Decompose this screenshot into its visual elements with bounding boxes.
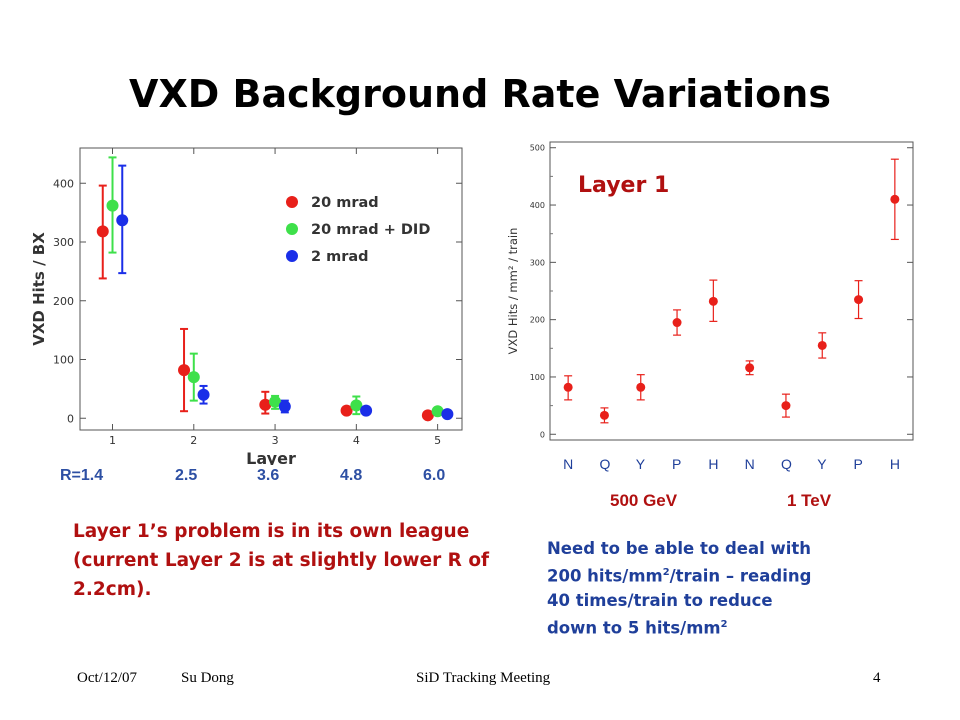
y-tick-label: 0 — [540, 430, 545, 439]
layer1-hits-chart: 0 100 200 300 400 500 VXD Hits / mm² / train La… — [506, 141, 914, 441]
x-tick-label: 1 — [109, 434, 116, 447]
x-tick-label: 4 — [353, 434, 360, 447]
data-point — [890, 194, 900, 204]
category-label: P — [672, 456, 682, 472]
y-axis-label: VXD Hits / BX — [30, 232, 48, 346]
legend-marker — [286, 196, 298, 208]
y-tick-label: 0 — [67, 412, 74, 425]
r-label: 2.5 — [175, 467, 198, 484]
data-point — [817, 340, 827, 350]
x-tick-label: 5 — [434, 434, 441, 447]
footer-date: Oct/12/07 — [77, 670, 137, 686]
y-tick-label: 200 — [530, 316, 545, 325]
data-point — [781, 401, 791, 411]
data-point — [340, 404, 353, 417]
footer-author: Su Dong — [181, 670, 234, 686]
category-label: Y — [817, 456, 827, 472]
plot-frame — [79, 147, 463, 431]
y-tick-label: 300 — [530, 258, 545, 267]
x-tick-label: 2 — [190, 434, 197, 447]
footer-meeting: SiD Tracking Meeting — [416, 670, 551, 686]
r-label: 6.0 — [423, 467, 446, 484]
x-tick-label: 3 — [272, 434, 279, 447]
data-point — [672, 318, 682, 328]
data-point — [599, 410, 609, 420]
y-axis-label: VXD Hits / mm² / train — [506, 228, 520, 355]
data-point — [187, 371, 200, 384]
x-axis-label: Layer — [246, 449, 296, 465]
layer-hits-chart: 0 100 200 300 400 1 2 3 4 5 Layer VXD Hits / BX 20 m… — [30, 147, 463, 465]
legend-label: 20 mrad — [311, 195, 379, 211]
y-tick-label: 100 — [530, 373, 545, 382]
data-point — [106, 199, 119, 212]
y-tick-label: 100 — [53, 354, 74, 367]
y-tick-label: 300 — [53, 236, 74, 249]
footer-page-number: 4 — [873, 670, 881, 686]
category-label: Y — [635, 456, 646, 472]
note-line: 40 times/train to reduce — [547, 590, 773, 610]
category-label: H — [708, 456, 719, 472]
data-point — [350, 399, 363, 412]
chart-title: Layer 1 — [578, 173, 669, 198]
data-point — [178, 364, 191, 377]
data-point — [259, 398, 272, 411]
category-label: Q — [599, 456, 611, 472]
note-line: down to 5 hits/mm2 — [547, 618, 728, 637]
layer1-note: Layer 1’s problem is in its own league (… — [73, 521, 490, 600]
data-point — [708, 296, 718, 306]
data-point — [421, 409, 434, 422]
data-point — [636, 382, 646, 392]
data-point — [441, 408, 454, 421]
data-point — [116, 214, 129, 227]
data-point — [563, 382, 573, 392]
legend-marker — [286, 250, 298, 262]
data-point — [269, 395, 282, 408]
energy-label-1tev: 1 TeV — [787, 491, 832, 510]
category-label: P — [853, 456, 863, 472]
y-tick-label: 500 — [530, 144, 545, 153]
category-label: N — [563, 456, 574, 472]
data-point — [360, 404, 373, 417]
data-point — [197, 388, 210, 401]
r-label: R=1.4 — [60, 467, 104, 484]
note-line: 200 hits/mm2/train – reading — [547, 566, 812, 586]
energy-label-500: 500 GeV — [610, 491, 678, 510]
legend-label: 20 mrad + DID — [311, 222, 430, 238]
category-label: H — [889, 456, 900, 472]
r-label: 3.6 — [257, 467, 280, 484]
slide-title: VXD Background Rate Variations — [129, 72, 831, 116]
data-point — [278, 400, 291, 413]
data-point — [431, 405, 444, 418]
requirement-note: Need to be able to deal with 200 hits/mm… — [547, 537, 907, 640]
y-tick-label: 200 — [53, 295, 74, 308]
legend-label: 2 mrad — [311, 249, 369, 265]
data-point — [745, 363, 755, 373]
note-line: Need to be able to deal with — [547, 539, 812, 558]
legend-marker — [286, 223, 298, 235]
category-label: Q — [780, 456, 792, 472]
y-tick-label: 400 — [53, 177, 74, 190]
category-label: N — [744, 456, 755, 472]
data-point — [854, 295, 864, 305]
y-tick-label: 400 — [530, 201, 545, 210]
data-point — [96, 225, 109, 238]
r-label: 4.8 — [340, 467, 363, 484]
